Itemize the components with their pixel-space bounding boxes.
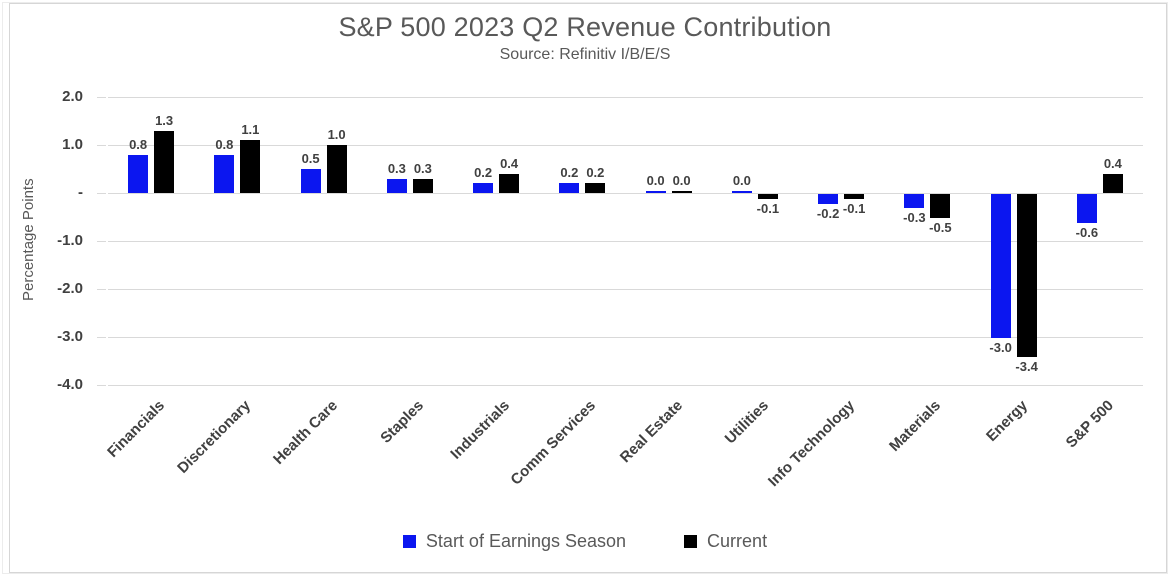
value-label: 0.4 (1103, 155, 1122, 171)
legend-item-current: Current (684, 531, 767, 552)
legend-label: Start of Earnings Season (425, 531, 627, 551)
chart-frame (9, 3, 1167, 573)
y-tick-mark (97, 385, 106, 386)
y-tick-mark (97, 289, 106, 290)
bar-start (1076, 194, 1097, 223)
legend-swatch-icon (402, 535, 416, 548)
gridline (108, 241, 1143, 242)
legend: Start of Earnings Season Current (0, 531, 1170, 552)
value-label: -0.1 (842, 200, 866, 216)
bar-start (731, 191, 752, 193)
y-tick-label: 2.0 (62, 88, 83, 105)
y-tick-mark (97, 97, 106, 98)
bar-current (844, 194, 865, 199)
bar-start (818, 194, 839, 204)
value-label: 0.8 (215, 136, 234, 152)
y-tick-mark (97, 337, 106, 338)
value-label: 0.0 (672, 173, 691, 188)
value-label: 0.8 (129, 136, 148, 152)
bar-start (386, 178, 407, 193)
y-tick-label: -3.0 (57, 328, 83, 345)
bar-start (128, 154, 149, 193)
y-tick-label: -1.0 (57, 232, 83, 249)
bar-current (326, 145, 347, 193)
chart-subtitle: Source: Refinitiv I/B/E/S (499, 46, 671, 63)
value-label: 0.4 (500, 155, 519, 171)
y-tick-label: -2.0 (57, 280, 83, 297)
value-label: -0.3 (903, 210, 926, 226)
legend-swatch-icon (684, 535, 698, 548)
value-label: -0.5 (929, 220, 952, 235)
value-label: -0.6 (1075, 224, 1099, 240)
y-tick-mark (97, 241, 106, 242)
value-label: 0.2 (560, 165, 579, 181)
value-label: 0.0 (732, 173, 751, 188)
bar-current (154, 130, 175, 193)
y-tick-mark (97, 145, 106, 146)
value-label: 0.2 (474, 165, 493, 181)
y-tick-mark (97, 193, 106, 194)
y-tick-label: - (78, 184, 83, 201)
value-label: 0.2 (586, 165, 605, 181)
bar-start (990, 194, 1011, 338)
value-label: 0.3 (387, 160, 406, 176)
bar-current (240, 140, 261, 193)
y-tick-label: -4.0 (57, 376, 83, 393)
gridline (108, 337, 1143, 338)
bar-current (671, 191, 692, 193)
gridline (108, 193, 1143, 194)
bar-current (757, 194, 778, 199)
value-label: 1.0 (327, 127, 346, 142)
value-label: -3.0 (989, 340, 1012, 355)
gridline (108, 385, 1143, 386)
value-label: 0.5 (301, 151, 320, 166)
bar-start (559, 183, 580, 193)
bar-start (300, 169, 321, 193)
gridline (108, 145, 1143, 146)
gridline (108, 97, 1143, 98)
bar-current (930, 194, 951, 218)
bar-current (1016, 194, 1037, 358)
y-tick-label: 1.0 (62, 136, 83, 153)
bar-current (1102, 173, 1123, 193)
value-label: 0.3 (413, 160, 432, 176)
bar-current (585, 183, 606, 193)
plot-area: 0.8 1.3 0.8 1.1 0.5 1.0 0.3 0.3 0.2 0.4 0.2 0.2 0.0 0… (108, 97, 1143, 386)
value-label: -3.4 (1015, 359, 1038, 375)
bar-start (904, 194, 925, 209)
gridline (108, 289, 1143, 290)
value-label: 1.1 (241, 122, 260, 138)
chart-title: S&P 500 2023 Q2 Revenue Contribution (338, 12, 832, 42)
bar-start (214, 154, 235, 193)
value-label: -0.1 (756, 200, 780, 216)
legend-item-start-of-earnings-season: Start of Earnings Season (402, 531, 627, 552)
value-label: -0.2 (816, 205, 840, 221)
legend-label: Current (707, 531, 768, 551)
bar-start (645, 191, 666, 193)
bar-current (499, 173, 520, 193)
value-label: 0.0 (646, 173, 665, 188)
bar-start (473, 183, 494, 193)
bar-current (412, 178, 433, 193)
value-label: 1.3 (155, 112, 174, 128)
